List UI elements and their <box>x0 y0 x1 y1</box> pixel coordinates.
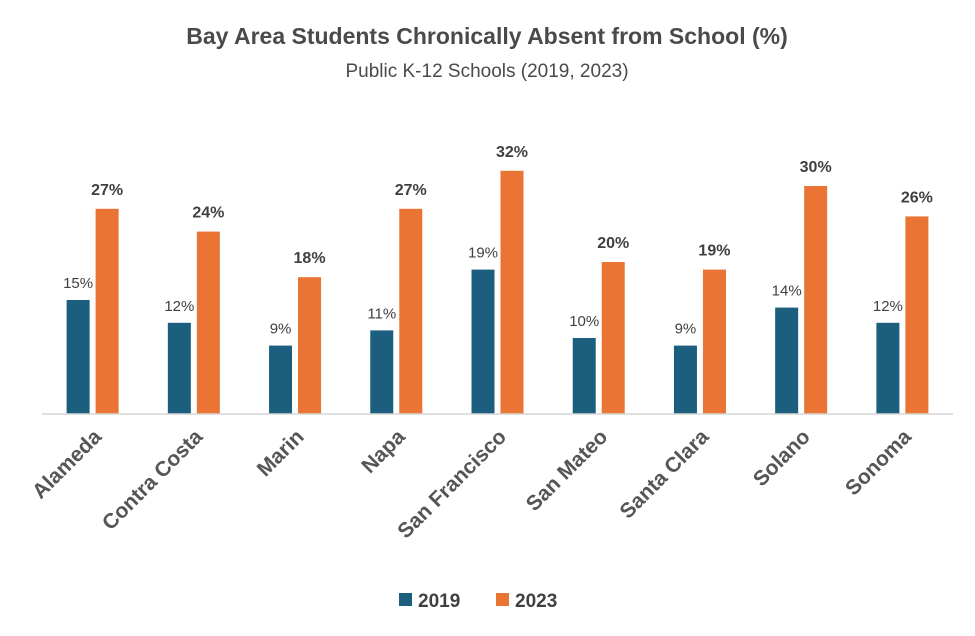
bar-2019 <box>269 345 293 414</box>
bar-2019 <box>167 322 191 414</box>
bars-group: 15% 27% 12% 24% 9% 18% 11% 27% 19% 32% 10% 20% 9% 19%… <box>63 144 933 414</box>
bar-2019 <box>673 345 697 414</box>
x-tick-label: San Francisco <box>393 425 511 543</box>
bar-2019 <box>572 338 596 414</box>
legend: 2019 2023 <box>399 591 557 612</box>
x-tick-label: Santa Clara <box>616 425 714 523</box>
bar-2023 <box>95 208 119 414</box>
data-label-2023: 32% <box>496 144 528 161</box>
data-label-2019: 10% <box>569 313 599 330</box>
x-tick-label: Napa <box>357 425 410 478</box>
data-label-2019: 15% <box>63 275 93 292</box>
data-label-2023: 30% <box>800 159 832 176</box>
chart-title: Bay Area Students Chronically Absent fro… <box>186 23 788 49</box>
bar-2019 <box>876 322 900 414</box>
bar-2019 <box>66 300 90 414</box>
data-label-2023: 18% <box>294 250 326 267</box>
data-label-2019: 9% <box>270 321 292 338</box>
bar-2023 <box>399 208 423 414</box>
bar-2023 <box>500 170 524 414</box>
bar-2023 <box>804 186 828 414</box>
bar-2019 <box>370 330 394 414</box>
data-label-2019: 12% <box>873 298 903 315</box>
bar-2019 <box>471 269 495 414</box>
x-tick-label: San Mateo <box>522 425 613 516</box>
bar-2023 <box>702 269 726 414</box>
bar-2023 <box>601 262 625 414</box>
bar-2023 <box>905 216 929 414</box>
data-label-2019: 9% <box>675 321 697 338</box>
bar-2023 <box>298 277 322 414</box>
legend-label-2023: 2023 <box>515 591 557 612</box>
chart-subtitle: Public K-12 Schools (2019, 2023) <box>345 61 628 82</box>
data-label-2023: 24% <box>192 205 224 222</box>
x-tick-label: Alameda <box>28 425 106 503</box>
data-label-2023: 26% <box>901 189 933 206</box>
x-tick-label: Marin <box>253 425 309 481</box>
bar-2019 <box>775 307 799 414</box>
data-label-2019: 19% <box>468 245 498 262</box>
data-label-2019: 14% <box>772 283 802 300</box>
x-tick-label: Contra Costa <box>98 425 208 535</box>
data-label-2023: 19% <box>698 243 730 260</box>
x-tick-label: Solano <box>749 425 815 491</box>
data-label-2019: 11% <box>367 305 396 322</box>
data-label-2023: 27% <box>91 182 123 199</box>
data-label-2019: 12% <box>164 298 194 315</box>
legend-swatch-2019 <box>399 593 412 606</box>
x-tick-label: Sonoma <box>841 425 916 500</box>
legend-label-2019: 2019 <box>418 591 460 612</box>
legend-swatch-2023 <box>496 593 509 606</box>
data-label-2023: 27% <box>395 182 427 199</box>
bar-2023 <box>196 231 220 414</box>
data-label-2023: 20% <box>597 235 629 252</box>
